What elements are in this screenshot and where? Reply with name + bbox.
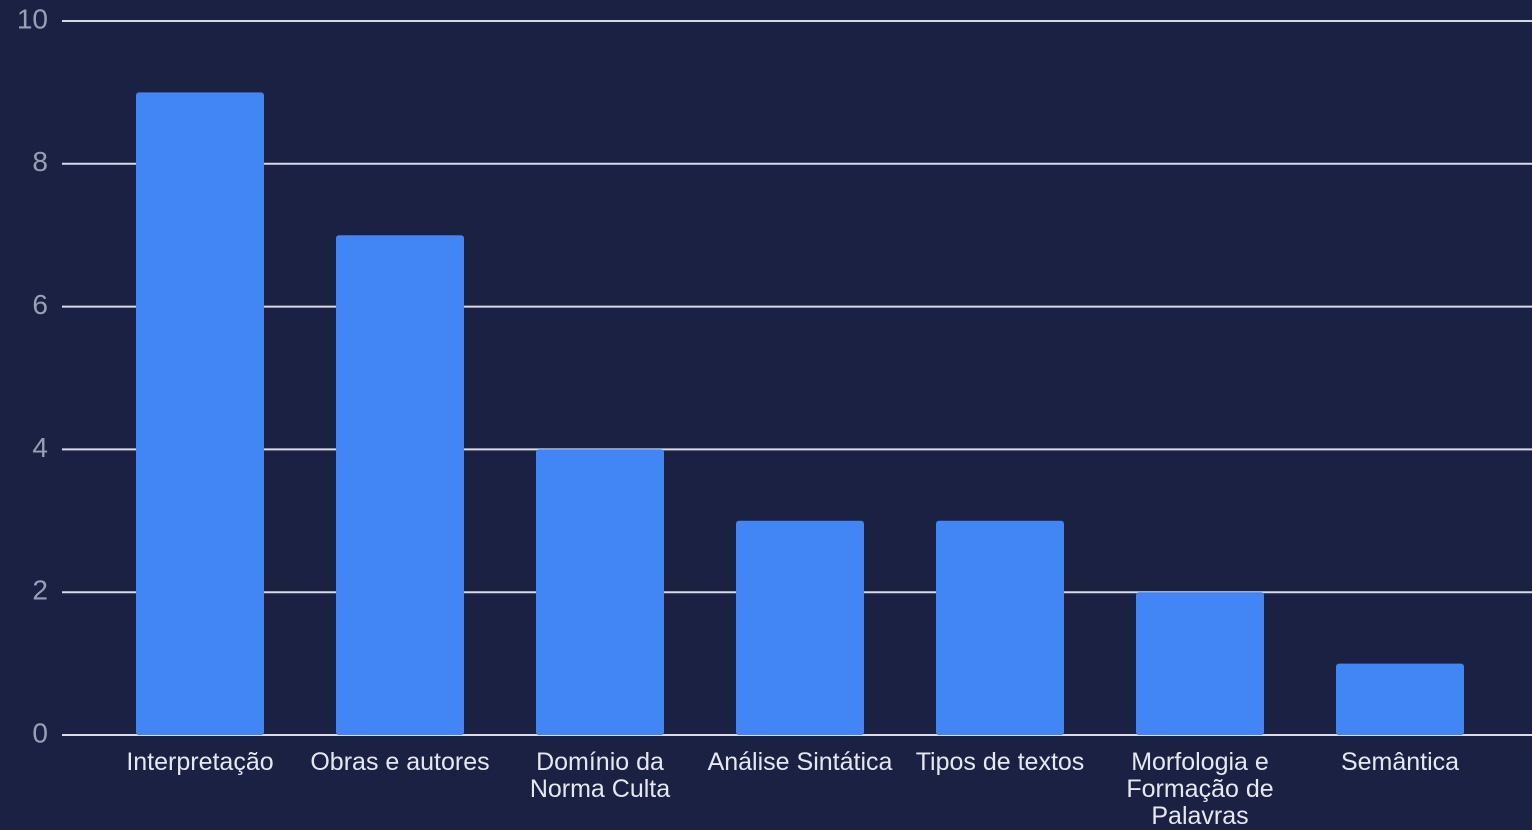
- bar: [136, 92, 264, 735]
- bar: [1136, 592, 1264, 735]
- bar: [736, 520, 864, 735]
- x-tick-label: Obras e autores: [310, 748, 490, 776]
- x-tick-label: Interpretação: [126, 748, 274, 776]
- y-tick-label: 8: [32, 146, 48, 177]
- bar: [1336, 663, 1464, 735]
- bar: [536, 449, 664, 735]
- y-tick-label: 6: [32, 289, 48, 320]
- bar: [936, 520, 1064, 735]
- y-tick-label: 10: [17, 3, 48, 34]
- x-tick-label: Domínio da Norma Culta: [529, 748, 671, 803]
- y-tick-label: 0: [32, 717, 48, 748]
- bar: [336, 235, 464, 735]
- y-tick-label: 2: [32, 575, 48, 606]
- y-tick-label: 4: [32, 432, 48, 463]
- x-tick-label: Semântica: [1340, 748, 1460, 776]
- x-tick-label: Tipos de textos: [915, 748, 1085, 776]
- x-tick-label: Morfologia e Formação de Palavras: [1126, 748, 1274, 830]
- x-tick-label: Análise Sintática: [707, 748, 893, 776]
